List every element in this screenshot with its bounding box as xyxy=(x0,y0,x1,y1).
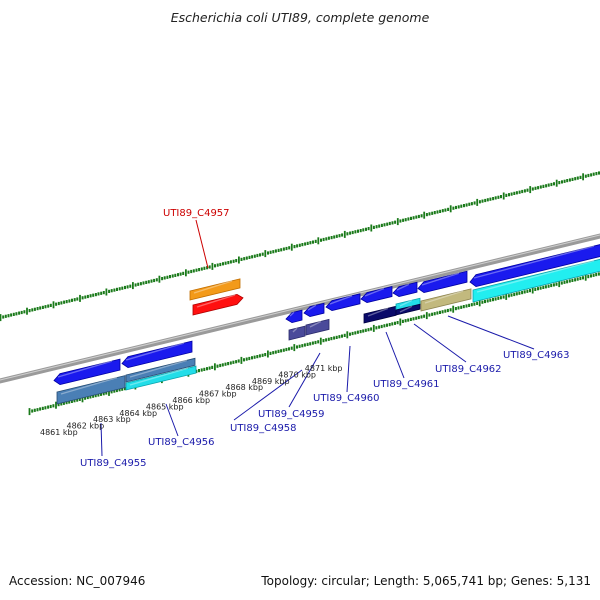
kbp-label: 4862 kbp xyxy=(67,422,105,431)
reverse-gene-blue xyxy=(417,270,468,294)
gene-leader-line xyxy=(288,352,321,408)
kbp-label: 4861 kbp xyxy=(40,428,78,437)
accession-text: Accession: NC_007946 xyxy=(9,574,146,588)
kbp-label: 4869 kbp xyxy=(252,377,290,386)
reverse-gene-blue xyxy=(285,309,303,324)
kbp-label: 4863 kbp xyxy=(93,415,131,424)
gene-features xyxy=(53,244,600,405)
kbp-label: 4864 kbp xyxy=(119,409,157,418)
genome-title: Escherichia coli UTI89, complete genome xyxy=(170,10,430,25)
kbp-label: 4867 kbp xyxy=(199,390,237,399)
gene-leader-line xyxy=(447,315,535,350)
gene-label[interactable]: UTI89_C4955 xyxy=(80,458,147,469)
reverse-feature-cyan xyxy=(125,365,197,391)
reverse-gene-blue xyxy=(53,358,121,386)
reverse-feature-cyan xyxy=(472,258,600,303)
forward-strand-ticks xyxy=(0,171,600,322)
reverse-gene-blue xyxy=(469,244,600,288)
reverse-gene-blue xyxy=(325,293,361,312)
kbp-label: 4871 kbp xyxy=(305,364,343,373)
reverse-gene-blue xyxy=(392,281,418,298)
gene-leader-line xyxy=(346,345,351,393)
gene-leader-line xyxy=(195,219,209,269)
reverse-feature-slate xyxy=(288,325,306,341)
reverse-feature-khaki xyxy=(420,288,472,312)
kbp-label: 4865 kbp xyxy=(146,402,184,411)
forward-feature-orange xyxy=(189,278,241,301)
gene-label[interactable]: UTI89_C4963 xyxy=(503,350,570,361)
gene-label[interactable]: UTI89_C4960 xyxy=(313,393,380,404)
genome-backbone xyxy=(0,233,600,384)
reverse-gene-blue xyxy=(360,285,393,304)
reverse-gene-blue xyxy=(303,302,325,318)
reverse-feature-steelblue xyxy=(125,357,196,383)
gene-label[interactable]: UTI89_C4956 xyxy=(148,437,215,448)
gene-label[interactable]: UTI89_C4958 xyxy=(230,423,297,434)
genome-stats-text: Topology: circular; Length: 5,065,741 bp… xyxy=(261,574,591,588)
gene-leader-line xyxy=(385,331,405,379)
gene-label[interactable]: UTI89_C4961 xyxy=(373,379,440,390)
gene-label[interactable]: UTI89_C4959 xyxy=(258,409,325,420)
reverse-feature-navy xyxy=(395,303,421,316)
reverse-gene-blue xyxy=(121,340,193,369)
gene-leader-line xyxy=(100,422,103,457)
label-leader-lines xyxy=(100,219,535,457)
forward-feature-red xyxy=(192,293,244,316)
gene-leader-line xyxy=(233,369,303,421)
gene-leader-line xyxy=(413,323,467,363)
gene-label[interactable]: UTI89_C4962 xyxy=(435,364,502,375)
reverse-feature-navy xyxy=(363,305,397,324)
gene-leader-line xyxy=(165,403,179,437)
kbp-label: 4870 kbp xyxy=(278,370,316,379)
reverse-feature-slate xyxy=(305,318,330,336)
kbp-label: 4866 kbp xyxy=(172,396,210,405)
reverse-feature-steelblue xyxy=(56,375,126,405)
kbp-label: 4868 kbp xyxy=(225,383,263,392)
gene-label[interactable]: UTI89_C4957 xyxy=(163,208,230,219)
